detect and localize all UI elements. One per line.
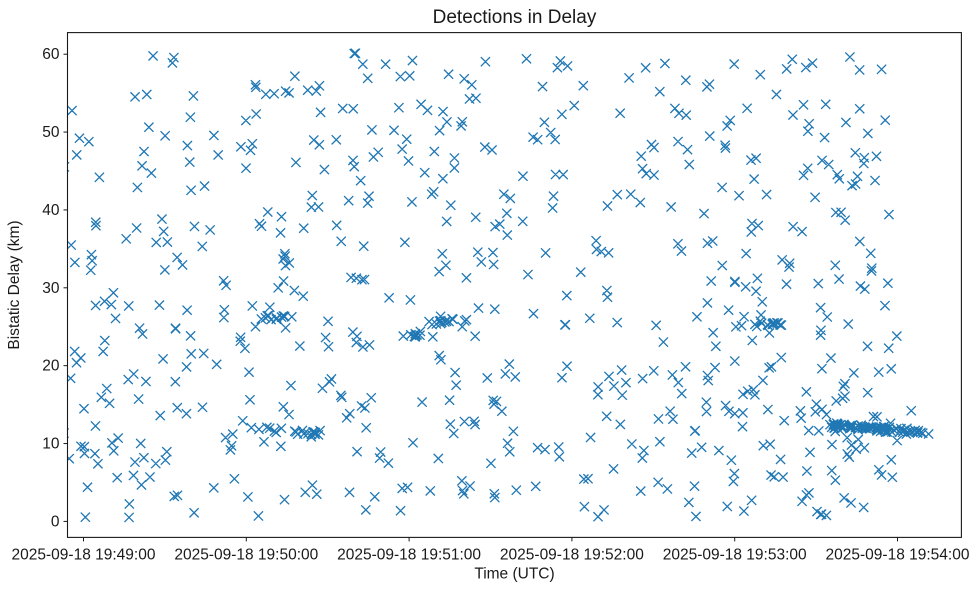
svg-text:2025-09-18 19:51:00: 2025-09-18 19:51:00	[337, 546, 481, 563]
svg-text:0: 0	[51, 513, 60, 530]
svg-text:Detections in Delay: Detections in Delay	[433, 7, 597, 28]
svg-text:20: 20	[42, 358, 60, 375]
svg-text:2025-09-18 19:54:00: 2025-09-18 19:54:00	[826, 546, 970, 563]
svg-text:Bistatic Delay (km): Bistatic Delay (km)	[6, 220, 23, 349]
svg-text:50: 50	[42, 124, 60, 141]
svg-text:60: 60	[42, 46, 60, 63]
svg-text:40: 40	[42, 202, 60, 219]
svg-text:2025-09-18 19:49:00: 2025-09-18 19:49:00	[12, 546, 156, 563]
svg-text:2025-09-18 19:52:00: 2025-09-18 19:52:00	[500, 546, 644, 563]
svg-text:10: 10	[42, 436, 60, 453]
svg-text:Time (UTC): Time (UTC)	[474, 566, 554, 583]
svg-text:2025-09-18 19:50:00: 2025-09-18 19:50:00	[174, 546, 318, 563]
svg-text:2025-09-18 19:53:00: 2025-09-18 19:53:00	[663, 546, 807, 563]
svg-text:30: 30	[42, 280, 60, 297]
